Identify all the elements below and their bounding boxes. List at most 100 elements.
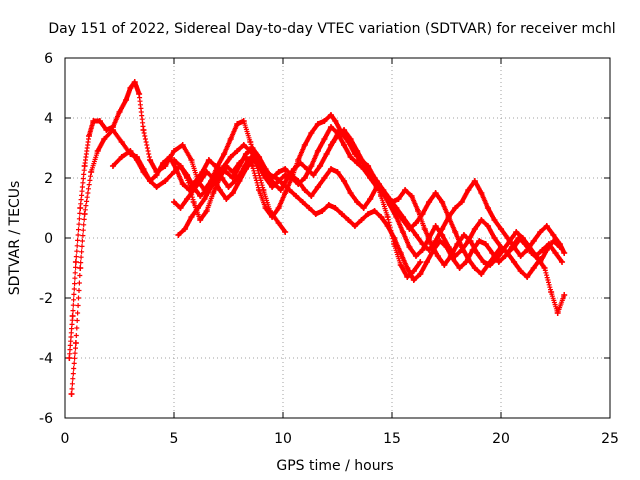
data-point (301, 187, 308, 193)
data-point (327, 166, 334, 172)
data-point (90, 118, 97, 124)
data-point (260, 166, 267, 172)
data-point (81, 211, 88, 217)
data-point (552, 250, 559, 256)
data-point (275, 205, 282, 211)
data-point (412, 220, 419, 226)
data-point (321, 175, 328, 181)
data-point (153, 184, 160, 190)
data-point (171, 148, 177, 154)
data-point (253, 157, 260, 163)
data-point (341, 142, 348, 148)
data-point (458, 247, 465, 253)
data-point (338, 211, 345, 217)
data-point (399, 214, 406, 220)
y-tick-label: 0 (44, 231, 53, 247)
data-point (236, 178, 243, 184)
data-point (561, 292, 568, 298)
data-point (214, 175, 221, 181)
data-point (471, 226, 478, 232)
data-point (550, 232, 557, 238)
data-point (426, 235, 433, 241)
data-point (530, 238, 537, 244)
data-layer (66, 79, 568, 397)
data-point (197, 193, 204, 199)
data-point (240, 118, 247, 124)
data-point (262, 175, 269, 181)
data-point (456, 265, 463, 271)
data-point (282, 190, 289, 196)
data-point (72, 259, 79, 265)
data-point (306, 205, 313, 211)
data-point (535, 256, 542, 262)
data-point (491, 217, 498, 223)
data-point (81, 163, 88, 169)
data-point (417, 271, 424, 277)
data-point (393, 205, 400, 211)
data-point (127, 148, 134, 154)
data-point (524, 247, 531, 253)
y-tick-label: -6 (39, 411, 53, 427)
data-point (118, 154, 125, 160)
data-point (465, 187, 472, 193)
data-point (541, 265, 548, 271)
series-track-7 (327, 127, 568, 259)
data-point (439, 199, 446, 205)
data-point (406, 244, 413, 250)
data-point (354, 160, 361, 166)
data-point (282, 166, 289, 172)
chart-title: Day 151 of 2022, Sidereal Day-to-day VTE… (48, 21, 615, 37)
data-point (367, 169, 374, 175)
data-point (147, 157, 154, 163)
data-point (72, 340, 79, 346)
data-point (317, 163, 324, 169)
x-tick-label: 25 (601, 431, 619, 447)
data-point (502, 253, 509, 259)
data-point (365, 211, 372, 217)
data-point (543, 223, 550, 229)
data-point (310, 172, 317, 178)
data-point (474, 250, 481, 256)
data-point (347, 154, 354, 160)
data-point (256, 187, 263, 193)
data-point (140, 169, 147, 175)
data-point (321, 118, 328, 124)
series-markers (328, 127, 567, 259)
data-point (345, 217, 352, 223)
data-point (208, 184, 215, 190)
data-point (445, 214, 452, 220)
data-point (347, 136, 354, 142)
data-point (314, 184, 321, 190)
data-point (465, 238, 472, 244)
data-point (288, 172, 295, 178)
data-point (275, 169, 282, 175)
data-point (88, 169, 95, 175)
data-point (380, 187, 387, 193)
x-tick-label: 0 (61, 431, 70, 447)
data-point (397, 250, 404, 256)
data-point (319, 208, 326, 214)
data-point (181, 226, 188, 232)
data-point (482, 241, 489, 247)
data-point (223, 196, 230, 202)
data-point (197, 178, 204, 184)
data-point (323, 151, 330, 157)
data-point (277, 187, 284, 193)
x-tick-label: 10 (274, 431, 292, 447)
data-point (136, 91, 143, 97)
data-point (118, 139, 125, 145)
data-point (426, 199, 433, 205)
data-point (325, 202, 332, 208)
data-point (478, 271, 485, 277)
data-point (384, 223, 391, 229)
data-point (484, 223, 491, 229)
y-tick-label: 2 (44, 171, 53, 187)
data-point (177, 163, 184, 169)
data-point (247, 148, 254, 154)
data-point (423, 259, 430, 265)
data-point (223, 169, 230, 175)
data-point (402, 187, 409, 193)
data-point (419, 247, 426, 253)
data-point (521, 241, 528, 247)
data-point (188, 157, 195, 163)
